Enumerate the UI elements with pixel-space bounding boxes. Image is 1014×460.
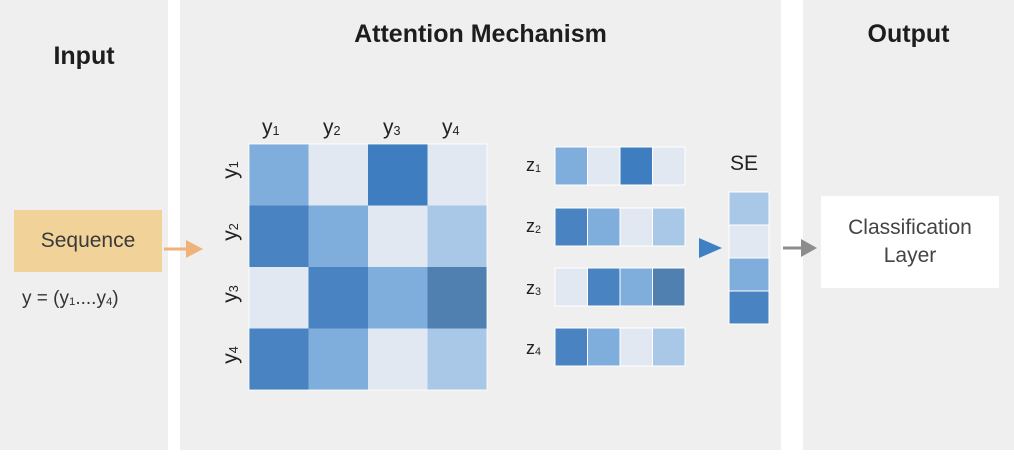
matrix-col-label: y3 <box>383 116 401 139</box>
matrix-cell <box>368 205 428 267</box>
z-vector-label: z3 <box>526 278 542 298</box>
z-cell <box>652 146 686 186</box>
z-vector-label: z2 <box>526 216 542 236</box>
matrix-col-label: y1 <box>262 116 280 139</box>
se-arrow-head <box>699 238 722 258</box>
formula-suffix: ) <box>112 288 119 309</box>
z-cell <box>554 267 588 307</box>
z-vectors <box>554 146 686 367</box>
matrix-cell <box>368 267 428 329</box>
se-cell <box>728 257 770 292</box>
z-cell <box>587 207 621 247</box>
z-cell <box>554 207 588 247</box>
output-arrow-head <box>801 239 817 257</box>
attention-title: Attention Mechanism <box>354 20 607 48</box>
z-vector-label: z4 <box>526 338 542 358</box>
matrix-cell <box>308 144 368 206</box>
z-cell <box>619 207 653 247</box>
se-vector <box>728 191 770 325</box>
attention-matrix <box>248 143 488 391</box>
z-cell <box>619 146 653 186</box>
se-cell <box>728 224 770 259</box>
z-cell <box>652 207 686 247</box>
matrix-cell <box>427 267 487 329</box>
matrix-cell <box>308 267 368 329</box>
z-cell <box>554 146 588 186</box>
formula-prefix: y = (y <box>22 288 69 309</box>
z-cell <box>619 327 653 367</box>
z-cell <box>619 267 653 307</box>
matrix-cell <box>308 205 368 267</box>
sequence-formula: y = (y1....y4) <box>22 288 119 310</box>
formula-sub-4: 4 <box>105 295 113 308</box>
input-arrow-head <box>186 240 203 258</box>
matrix-cell <box>427 144 487 206</box>
z-cell <box>652 267 686 307</box>
matrix-cell <box>249 267 309 329</box>
matrix-cell <box>427 328 487 390</box>
z-cell <box>587 267 621 307</box>
matrix-cell <box>308 328 368 390</box>
output-title: Output <box>867 20 950 48</box>
se-cell <box>728 191 770 226</box>
z-vector-label: z1 <box>526 155 542 175</box>
matrix-cell <box>249 328 309 390</box>
z-cell <box>587 146 621 186</box>
classification-layer-box: Classification Layer <box>821 196 999 288</box>
se-cell <box>728 290 770 325</box>
matrix-cell <box>368 144 428 206</box>
arrows <box>164 238 817 258</box>
sequence-box: Sequence <box>14 210 162 272</box>
matrix-col-label: y2 <box>323 116 341 139</box>
matrix-cell <box>427 205 487 267</box>
z-cell <box>652 327 686 367</box>
z-cell <box>554 327 588 367</box>
formula-sub-1: 1 <box>68 295 76 308</box>
classification-label: Classification Layer <box>848 216 972 267</box>
se-label: SE <box>730 152 759 175</box>
input-title: Input <box>53 42 115 70</box>
matrix-col-label: y4 <box>442 116 460 139</box>
matrix-cell <box>249 205 309 267</box>
formula-mid: ....y <box>75 288 106 309</box>
matrix-outline <box>248 143 488 391</box>
sequence-label: Sequence <box>40 229 136 252</box>
matrix-cell <box>249 144 309 206</box>
z-cell <box>587 327 621 367</box>
matrix-cell <box>368 328 428 390</box>
